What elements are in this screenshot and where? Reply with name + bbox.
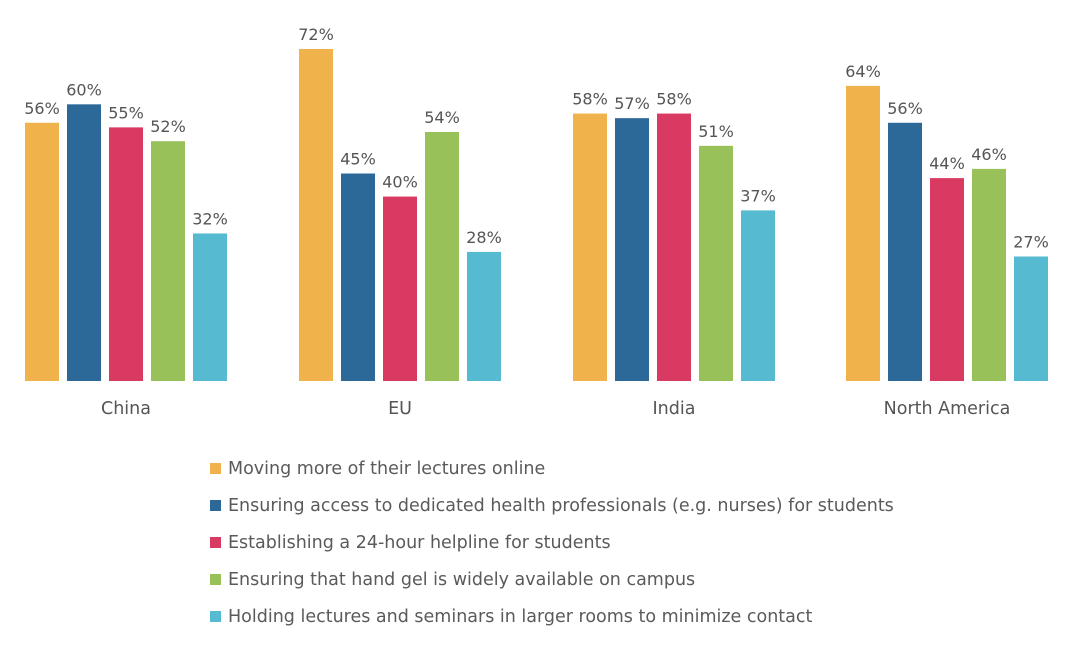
bar: [193, 233, 227, 381]
bar: [699, 145, 733, 381]
value-label: 58%: [656, 90, 692, 109]
value-label: 60%: [66, 80, 102, 99]
value-label: 58%: [572, 90, 608, 109]
bar: [25, 122, 59, 382]
value-label: 52%: [150, 117, 186, 136]
legend-label: Establishing a 24-hour helpline for stud…: [228, 532, 611, 553]
value-label: 51%: [698, 122, 734, 141]
value-label: 56%: [24, 99, 60, 118]
category-label: EU: [388, 399, 412, 419]
bar: [467, 251, 501, 381]
bar: [109, 127, 143, 381]
bar: [930, 178, 964, 381]
bar: [573, 113, 607, 382]
legend-swatch: [210, 500, 221, 511]
legend-label: Moving more of their lectures online: [228, 458, 546, 479]
bar: [846, 85, 880, 381]
bar: [383, 196, 417, 381]
bar: [615, 118, 649, 382]
category-label: India: [653, 399, 696, 419]
legend-swatch: [210, 574, 221, 585]
bar: [888, 122, 922, 382]
legend-item: Establishing a 24-hour helpline for stud…: [210, 524, 970, 561]
value-label: 32%: [192, 209, 228, 228]
category-label: China: [101, 399, 151, 419]
value-label: 64%: [845, 62, 881, 81]
legend-label: Ensuring that hand gel is widely availab…: [228, 569, 696, 590]
bar: [151, 141, 185, 381]
legend-item: Moving more of their lectures online: [210, 450, 970, 487]
value-label: 40%: [382, 173, 418, 192]
legend-swatch: [210, 537, 221, 548]
category-label: North America: [884, 399, 1011, 419]
bar: [67, 104, 101, 381]
bar: [299, 49, 333, 381]
value-label: 46%: [971, 145, 1007, 164]
value-label: 45%: [340, 150, 376, 169]
value-labels-layer: 56% 60% 55% 52% 32% 72% 45% 40% 54% 28% 58% 57% 58% 5…: [24, 25, 1049, 252]
legend-swatch: [210, 611, 221, 622]
value-label: 44%: [929, 154, 965, 173]
bar-chart: 56% 60% 55% 52% 32% 72% 45% 40% 54% 28% 58% 57% 58% 5…: [24, 25, 1049, 419]
value-label: 54%: [424, 108, 460, 127]
bar: [657, 113, 691, 382]
legend-label: Holding lectures and seminars in larger …: [228, 606, 813, 627]
legend-item: Holding lectures and seminars in larger …: [210, 598, 970, 635]
bar: [972, 168, 1006, 381]
category-labels-layer: China EU India North America: [101, 399, 1010, 419]
legend-swatch: [210, 463, 221, 474]
bar: [741, 210, 775, 381]
legend-label: Ensuring access to dedicated health prof…: [228, 495, 894, 516]
legend: Moving more of their lectures online Ens…: [210, 450, 970, 635]
legend-item: Ensuring access to dedicated health prof…: [210, 487, 970, 524]
value-label: 72%: [298, 25, 334, 44]
value-label: 27%: [1013, 233, 1049, 252]
value-label: 56%: [887, 99, 923, 118]
legend-item: Ensuring that hand gel is widely availab…: [210, 561, 970, 598]
value-label: 37%: [740, 186, 776, 205]
value-label: 57%: [614, 94, 650, 113]
value-label: 28%: [466, 228, 502, 247]
bars-layer: [25, 49, 1048, 382]
bar: [425, 132, 459, 381]
bar: [1014, 256, 1048, 381]
bar: [341, 173, 375, 381]
value-label: 55%: [108, 103, 144, 122]
